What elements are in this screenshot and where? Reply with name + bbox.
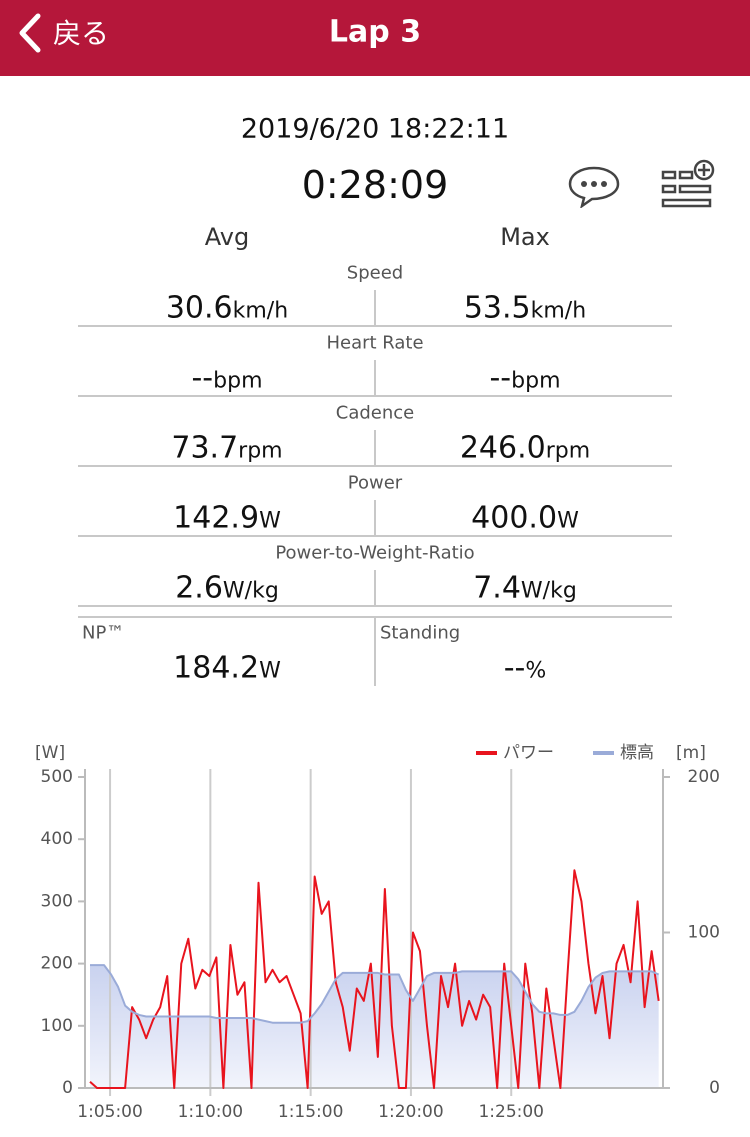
y2-tick-label: 200 [688,767,720,787]
stat-value: --bpm [489,361,560,396]
separator [374,430,376,466]
y-tick-label: 300 [41,891,73,911]
value-number: 73.7 [171,430,239,466]
value-unit: rpm [545,438,591,464]
divider [78,605,672,607]
y-axis-label: [W] [35,743,65,763]
separator [374,500,376,536]
stat-label: Speed [346,262,404,284]
y-tick-label: 200 [41,954,73,974]
divider [78,465,672,467]
value-unit: rpm [238,438,283,464]
layout-add-icon[interactable] [660,158,716,210]
column-header: Avg [204,223,250,251]
x-tick-label: 1:05:00 [77,1102,143,1122]
value-number: 53.5 [463,290,531,326]
value-unit: W/kg [520,578,577,604]
header-title: Lap 3 [328,14,422,50]
divider [78,395,672,397]
value-unit: bpm [511,368,561,394]
y-tick-label: 0 [62,1078,73,1098]
value-number: 30.6 [165,290,233,326]
y2-axis-label: [m] [676,743,706,763]
stat-value: 7.4W/kg [473,571,577,606]
stat-value: 2.6W/kg [175,571,279,606]
stat-value: 73.7rpm [171,431,282,466]
back-button[interactable]: 戻る [53,17,110,50]
stat-label: Power-to-Weight-Ratio [275,542,475,564]
y2-tick-label: 0 [709,1078,720,1098]
series-line [90,964,660,1024]
value-unit: W/kg [222,578,279,604]
stat-value: 142.9W [173,501,281,536]
legend-label: パワー [503,743,554,763]
value-number: 246.0 [459,430,546,466]
divider [78,535,672,537]
divider [78,325,672,327]
chart: 1:05:00 1:10:00 1:15:00 1:20:00 1:25:00 0 100 2… [35,743,720,1122]
series-line [89,869,660,1089]
stat-label: NP™ [82,622,125,644]
value-unit: % [525,658,547,684]
separator [374,618,376,686]
separator [374,360,376,396]
value-number: 400.0 [471,500,558,536]
separator [374,570,376,606]
column-header: Max [500,223,550,251]
header-bar [0,0,750,76]
stat-value: --bpm [191,361,262,396]
divider [78,616,672,618]
value-number: -- [489,360,512,396]
back-chevron[interactable] [14,12,44,54]
x-tick-label: 1:10:00 [178,1102,244,1122]
stat-value: 246.0rpm [460,431,590,466]
separator [374,290,376,326]
value-number: -- [191,360,214,396]
value-unit: W [259,508,281,534]
date-time: 2019/6/20 18:22:11 [240,113,510,145]
legend-label: 標高 [620,743,654,763]
y-tick-label: 400 [41,829,73,849]
stat-value: 184.2W [173,651,281,686]
y2-tick-label: 100 [688,923,720,943]
value-number: 7.4 [473,570,521,606]
stat-value: --% [504,651,547,686]
x-tick-label: 1:20:00 [378,1102,444,1122]
value-number: 142.9 [173,500,260,536]
value-unit: km/h [232,298,289,324]
value-number: 184.2 [173,650,260,686]
stat-label: Heart Rate [326,332,424,354]
stat-value: 53.5km/h [464,291,586,326]
x-tick-label: 1:15:00 [278,1102,344,1122]
duration: 0:28:09 [301,163,449,207]
y-tick-label: 100 [41,1016,73,1036]
stat-label: Power [347,472,403,494]
y-tick-label: 500 [41,767,73,787]
stat-label: Standing [380,622,461,644]
value-number: 2.6 [175,570,223,606]
stat-label: Cadence [335,402,415,424]
elevation-area [90,965,659,1088]
value-unit: bpm [213,368,263,394]
comment-icon[interactable] [566,164,622,208]
value-unit: W [259,658,281,684]
value-unit: W [557,508,579,534]
x-tick-label: 1:25:00 [478,1102,544,1122]
value-number: -- [503,650,526,686]
stat-value: 30.6km/h [166,291,288,326]
stat-value: 400.0W [471,501,579,536]
value-unit: km/h [530,298,587,324]
